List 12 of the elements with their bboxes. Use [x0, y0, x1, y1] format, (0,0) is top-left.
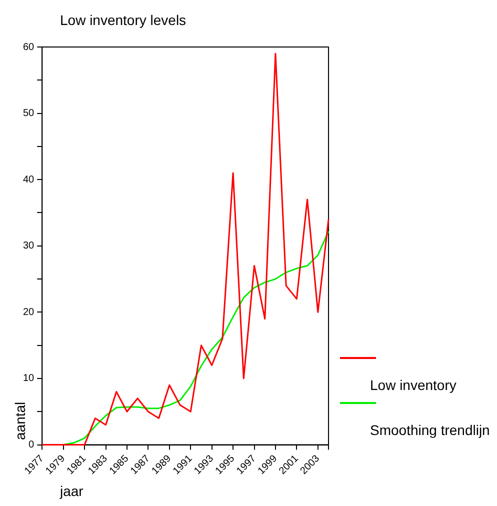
- chart-title: Low inventory levels: [60, 12, 186, 28]
- y-tick-label: 40: [23, 174, 35, 186]
- y-tick-label: 60: [23, 42, 35, 53]
- y-axis-title: aantal: [12, 402, 28, 440]
- y-tick-label: 30: [23, 240, 35, 252]
- x-axis-title: jaar: [60, 483, 84, 499]
- y-tick-label: 20: [23, 306, 35, 318]
- y-tick-label: 50: [23, 108, 35, 120]
- text: Low inventory: [370, 377, 456, 393]
- text: Smoothing trendlijn: [370, 422, 490, 438]
- y-tick-label: 10: [23, 373, 35, 384]
- y-tick-label: 0: [28, 440, 35, 451]
